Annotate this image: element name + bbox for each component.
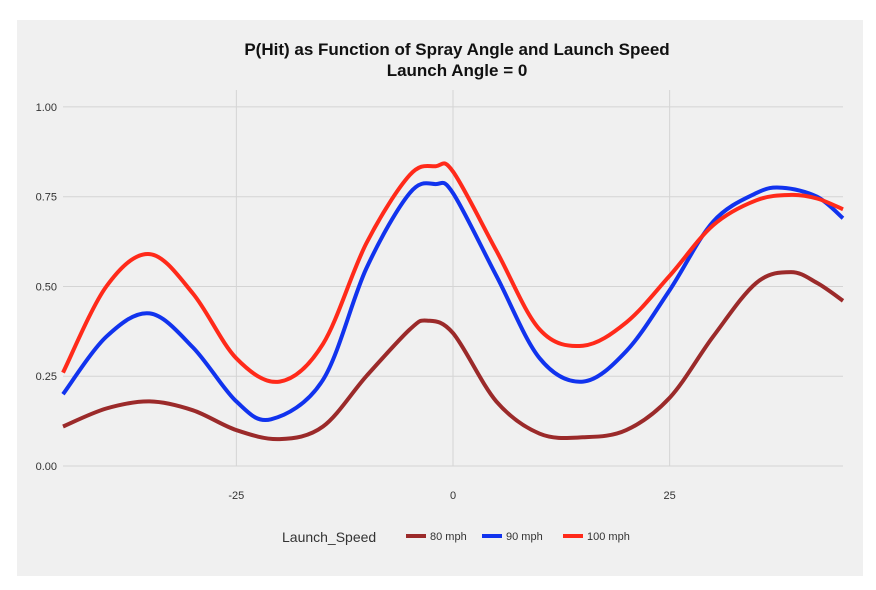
- y-axis-ticks: 0.00 0.25 0.50 0.75 1.00: [36, 102, 57, 473]
- x-axis-ticks: -25 0 25: [228, 490, 675, 502]
- legend-label-2: 100 mph: [587, 531, 630, 543]
- series-line-0: [62, 270, 845, 442]
- y-tick-label: 0.25: [36, 371, 57, 383]
- grid-lines: [63, 90, 843, 467]
- series-lines: [61, 161, 845, 442]
- y-tick-label: 0.50: [36, 281, 57, 293]
- y-tick-label: 1.00: [36, 102, 57, 114]
- legend-title: Launch_Speed: [282, 529, 376, 545]
- series-line-1: [61, 180, 845, 423]
- x-tick-label: -25: [228, 490, 244, 502]
- chart-title: P(Hit) as Function of Spray Angle and La…: [244, 40, 669, 59]
- y-tick-label: 0.75: [36, 192, 57, 204]
- legend-label-0: 80 mph: [430, 531, 467, 543]
- line-chart: 0.00 0.25 0.50 0.75 1.00 -25 0 25 P(Hit) as Fu…: [36, 40, 845, 545]
- x-tick-label: 0: [450, 490, 456, 502]
- x-tick-label: 25: [664, 490, 676, 502]
- legend: Launch_Speed 80 mph 90 mph 100 mph: [282, 529, 630, 545]
- series-line-2: [61, 161, 844, 384]
- chart-panel: 0.00 0.25 0.50 0.75 1.00 -25 0 25 P(Hit) as Fu…: [17, 20, 863, 576]
- legend-label-1: 90 mph: [506, 531, 543, 543]
- chart-subtitle: Launch Angle = 0: [387, 61, 528, 80]
- y-tick-label: 0.00: [36, 461, 57, 473]
